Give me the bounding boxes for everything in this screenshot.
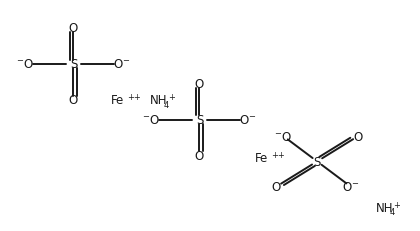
- Text: O: O: [354, 130, 363, 143]
- Text: S: S: [70, 58, 77, 71]
- Text: ++: ++: [127, 93, 141, 101]
- Text: 4: 4: [389, 208, 395, 216]
- Text: ++: ++: [271, 150, 285, 159]
- Text: Fe: Fe: [255, 152, 269, 165]
- Text: $\mathregular{O^{-}}$: $\mathregular{O^{-}}$: [113, 58, 131, 71]
- Text: O: O: [271, 180, 281, 193]
- Text: +: +: [394, 200, 400, 209]
- Text: O: O: [195, 149, 204, 162]
- Text: Fe: Fe: [111, 94, 125, 107]
- Text: O: O: [195, 78, 204, 91]
- Text: O: O: [69, 94, 78, 107]
- Text: $\mathregular{O^{-}}$: $\mathregular{O^{-}}$: [239, 114, 257, 127]
- Text: $\mathregular{{}^{-}O}$: $\mathregular{{}^{-}O}$: [274, 130, 292, 143]
- Text: +: +: [168, 93, 175, 101]
- Text: $\mathregular{O^{-}}$: $\mathregular{O^{-}}$: [342, 180, 360, 193]
- Text: $\mathregular{{}^{-}O}$: $\mathregular{{}^{-}O}$: [16, 58, 34, 71]
- Text: NH: NH: [150, 94, 168, 107]
- Text: NH: NH: [376, 201, 394, 214]
- Text: S: S: [196, 114, 203, 127]
- Text: $\mathregular{{}^{-}O}$: $\mathregular{{}^{-}O}$: [142, 114, 160, 127]
- Text: O: O: [69, 22, 78, 35]
- Text: S: S: [313, 155, 321, 168]
- Text: 4: 4: [164, 100, 169, 109]
